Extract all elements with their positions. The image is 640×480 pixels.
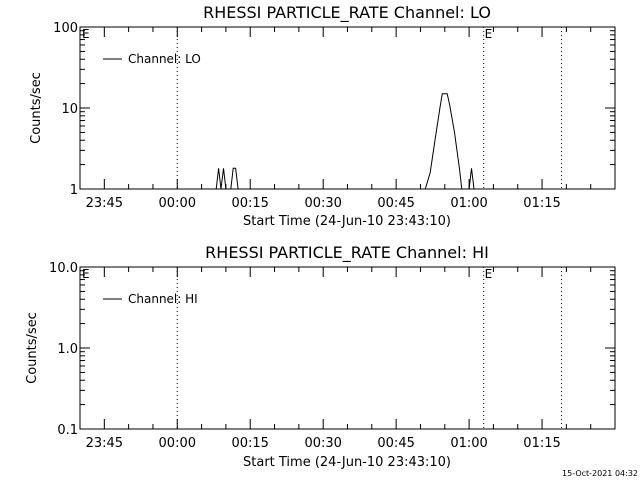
y-axis: 1 10 100 bbox=[53, 21, 615, 198]
panel-hi: RHESSI PARTICLE_RATE Channel: HI 0.1 1.0 1… bbox=[25, 243, 616, 470]
legend: Channel: LO bbox=[103, 52, 201, 66]
panel-lo: RHESSI PARTICLE_RATE Channel: LO 110100 … bbox=[29, 3, 616, 229]
series-lines bbox=[215, 93, 475, 190]
y-axis-label: Counts/sec bbox=[25, 312, 40, 384]
x-axis: 23:45 00:00 00:15 00:30 00:45 01:00 01:15 bbox=[79, 27, 616, 211]
y-tick-label: 1.0 bbox=[57, 342, 78, 357]
x-tick-label: 01:00 bbox=[450, 196, 487, 211]
x-tick-label: 00:00 bbox=[159, 436, 196, 451]
x-tick-label: 01:15 bbox=[523, 196, 560, 211]
chart-title: RHESSI PARTICLE_RATE Channel: HI bbox=[205, 243, 489, 263]
y-tick-label: 10 bbox=[61, 102, 78, 117]
x-tick-label: 00:15 bbox=[231, 436, 268, 451]
x-tick-label: 00:00 bbox=[159, 196, 196, 211]
y-tick-label: 0.1 bbox=[57, 423, 78, 438]
legend: Channel: HI bbox=[103, 292, 198, 306]
series-line bbox=[215, 167, 239, 190]
x-tick-label: 23:45 bbox=[86, 196, 123, 211]
y-tick-label: 10.0 bbox=[49, 261, 78, 276]
x-tick-label: 00:45 bbox=[377, 436, 414, 451]
eclipse-label: E bbox=[82, 267, 90, 281]
series-line bbox=[424, 93, 475, 190]
eclipse-label: E bbox=[485, 267, 493, 281]
x-tick-label: 01:15 bbox=[523, 436, 560, 451]
x-tick-label: 01:00 bbox=[450, 436, 487, 451]
legend-entry: Channel: HI bbox=[128, 292, 198, 306]
x-tick-label: 00:45 bbox=[377, 196, 414, 211]
timestamp: 15-Oct-2021 04:32 bbox=[562, 469, 638, 478]
eclipse-label: E bbox=[485, 27, 493, 41]
y-axis-label: Counts/sec bbox=[29, 72, 44, 144]
eclipse-label: E bbox=[82, 27, 90, 41]
y-axis: 0.1 1.0 10.0 bbox=[49, 261, 615, 438]
x-tick-label: 00:30 bbox=[304, 196, 341, 211]
x-tick-label: 00:15 bbox=[231, 196, 268, 211]
y-tick-label: 1 bbox=[70, 183, 78, 198]
legend-entry: Channel: LO bbox=[128, 52, 201, 66]
x-axis-label: Start Time (24-Jun-10 23:43:10) bbox=[243, 455, 451, 470]
x-tick-label: 00:30 bbox=[304, 436, 341, 451]
x-axis-label: Start Time (24-Jun-10 23:43:10) bbox=[243, 214, 451, 229]
x-tick-label: 23:45 bbox=[86, 436, 123, 451]
y-tick-label: 100 bbox=[53, 21, 78, 36]
chart-title: RHESSI PARTICLE_RATE Channel: LO bbox=[203, 3, 491, 23]
